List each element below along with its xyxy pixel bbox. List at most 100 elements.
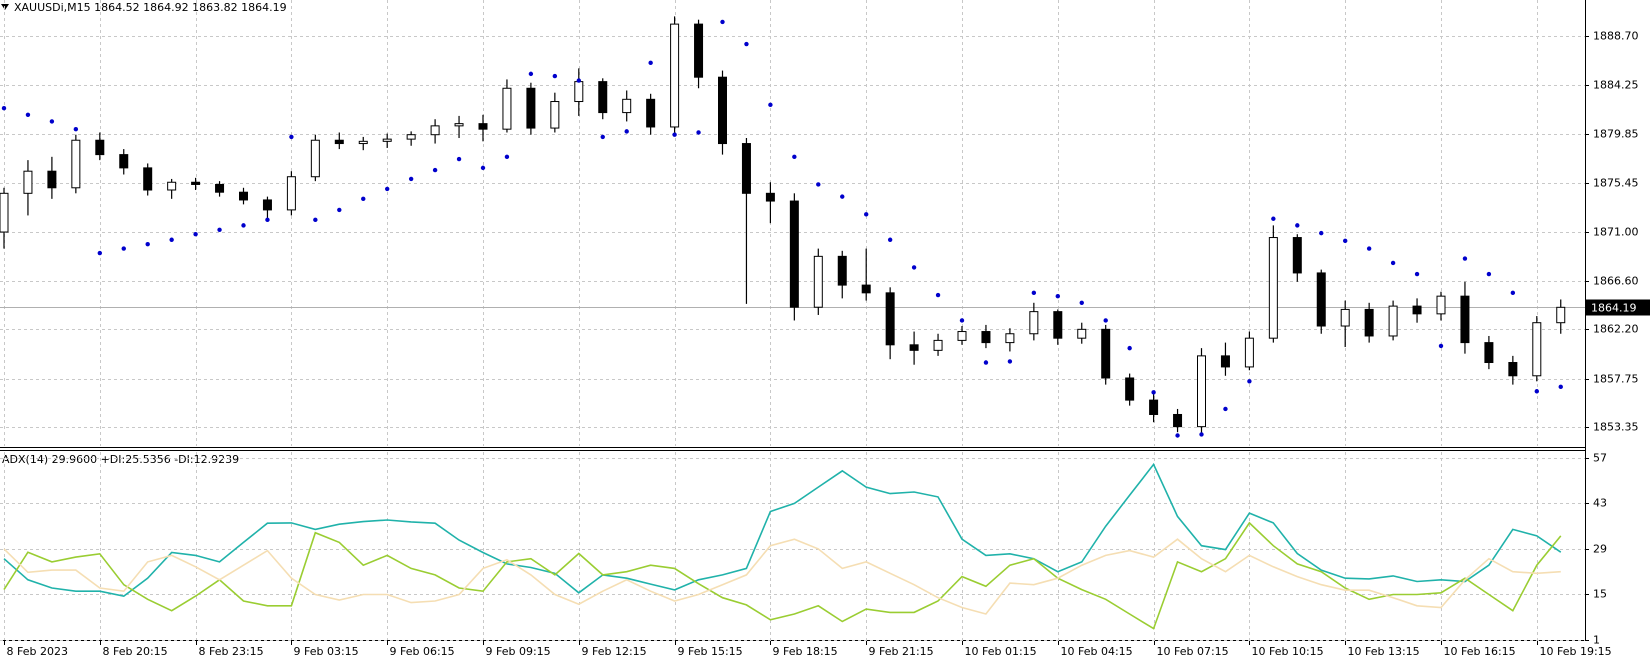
sar-dot: [768, 102, 773, 108]
sar-dot: [1295, 223, 1300, 228]
candle-body: [1197, 355, 1206, 428]
candle-body: [1340, 308, 1350, 327]
sar-dot: [672, 132, 677, 137]
sar-dot: [337, 207, 342, 213]
candle-body: [813, 255, 823, 308]
sar-dot: [121, 246, 126, 251]
candle-body: [1388, 305, 1398, 337]
x-tick-label: 10 Feb 16:15: [1444, 645, 1516, 658]
candle-body: [1532, 322, 1542, 377]
candle-body: [526, 87, 536, 129]
sar-dot: [1319, 230, 1324, 236]
sar-dot: [265, 217, 270, 223]
x-tick-label: 9 Feb 06:15: [390, 645, 455, 658]
sar-dot: [1510, 290, 1516, 296]
candle-body: [382, 138, 392, 142]
candle-body: [286, 176, 296, 211]
y-tick-label: 1862.20: [1593, 323, 1639, 336]
sar-dot: [648, 60, 653, 66]
sar-dot: [744, 41, 749, 47]
sar-dot: [1103, 318, 1108, 323]
y-tick-label: 1866.60: [1593, 275, 1639, 288]
sar-dot: [983, 360, 989, 365]
x-tick-label: 10 Feb 01:15: [965, 645, 1037, 658]
x-tick-label: 10 Feb 04:15: [1061, 645, 1133, 658]
candle-body: [454, 123, 464, 127]
y-tick-label: 1875.45: [1593, 177, 1639, 190]
indicator-line: [3, 538, 1561, 615]
sar-dot: [816, 182, 821, 187]
candle-body: [1244, 337, 1254, 368]
sar-dot: [1247, 379, 1252, 384]
y-tick-label: 43: [1593, 497, 1607, 510]
candle-body: [1173, 413, 1183, 428]
candle-body: [47, 170, 57, 189]
sar-dot: [289, 134, 294, 140]
candle-body: [143, 167, 153, 191]
candle-body: [239, 191, 248, 201]
sar-dot: [528, 71, 534, 77]
sar-dot: [1, 105, 7, 111]
sar-dot: [361, 196, 366, 202]
sar-dot: [1486, 271, 1492, 277]
sar-dot: [145, 241, 150, 247]
candle-body: [574, 81, 584, 103]
candle-body: [1364, 308, 1374, 337]
sar-dot: [1079, 300, 1084, 305]
candle-body: [1412, 305, 1422, 315]
candle-body: [23, 170, 33, 194]
candle-body: [1005, 333, 1015, 344]
y-tick-label: 1879.85: [1593, 128, 1639, 141]
sar-dot: [1343, 238, 1348, 244]
sar-dot: [217, 227, 222, 233]
sar-dot: [720, 19, 725, 25]
candle-body: [1460, 295, 1470, 344]
sar-dot: [600, 134, 605, 140]
sar-dot: [887, 237, 893, 242]
candle-body: [310, 139, 320, 178]
sar-dot: [1151, 390, 1156, 395]
sar-dot: [1199, 432, 1204, 437]
candle-body: [789, 200, 799, 308]
sar-dot: [792, 154, 797, 160]
sar-dot: [1366, 246, 1372, 251]
x-tick-label: 8 Feb 20:15: [103, 645, 168, 658]
candle-body: [741, 143, 751, 194]
sar-dot: [864, 212, 869, 217]
sar-dot: [552, 73, 558, 79]
candle-body: [334, 139, 344, 145]
candle-body: [478, 123, 488, 130]
candle-body: [358, 140, 368, 145]
y-tick-label: 1: [1593, 634, 1600, 647]
x-tick-label: 10 Feb 13:15: [1348, 645, 1420, 658]
sar-dot: [959, 318, 965, 323]
candle-body: [1292, 237, 1302, 274]
sar-dot: [432, 167, 438, 173]
sar-dot: [1558, 384, 1563, 390]
candle-body: [981, 331, 991, 344]
sar-dot: [408, 176, 414, 182]
candle-body: [0, 192, 9, 233]
sar-dot: [840, 194, 845, 199]
sar-dot: [1031, 290, 1037, 296]
y-tick-label: 1888.70: [1593, 30, 1639, 43]
chart-title: XAUUSDi,M15 1864.52 1864.92 1863.82 1864…: [14, 1, 287, 14]
candle-body: [215, 183, 225, 193]
candle-body: [71, 139, 81, 189]
candle-body: [909, 344, 919, 351]
x-tick-label: 9 Feb 21:15: [869, 645, 934, 658]
sar-dot: [73, 126, 79, 132]
sar-dot: [911, 265, 917, 270]
sar-dot: [169, 237, 174, 242]
sar-dot: [1223, 406, 1228, 412]
candle-body: [262, 199, 272, 211]
y-tick-label: 15: [1593, 588, 1607, 601]
x-tick-label: 8 Feb 23:15: [199, 645, 264, 658]
candle-body: [406, 134, 416, 140]
indicator-line: [3, 521, 1562, 630]
sar-dot: [1390, 260, 1396, 266]
candle-body: [1268, 237, 1278, 339]
candle-body: [861, 284, 871, 294]
